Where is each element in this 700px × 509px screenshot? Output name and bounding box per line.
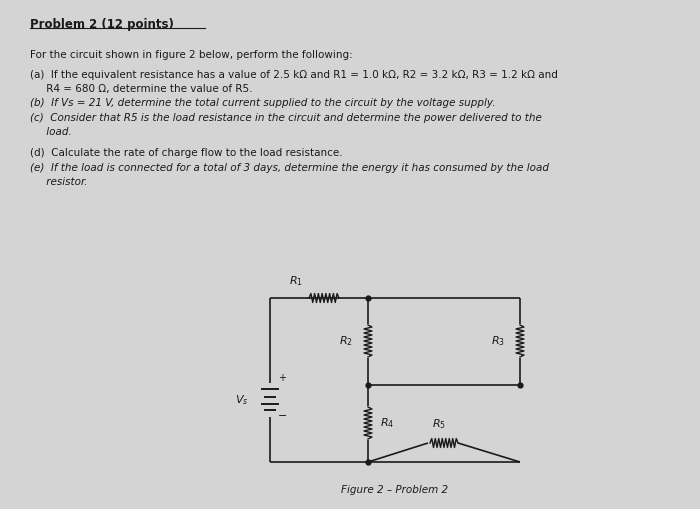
Text: +: + (278, 373, 286, 383)
Text: R$_3$: R$_3$ (491, 334, 505, 348)
Text: R4 = 680 Ω, determine the value of R5.: R4 = 680 Ω, determine the value of R5. (30, 84, 253, 94)
Text: Figure 2 – Problem 2: Figure 2 – Problem 2 (342, 485, 449, 495)
Text: Problem 2 (12 points): Problem 2 (12 points) (30, 18, 174, 31)
Text: For the circuit shown in figure 2 below, perform the following:: For the circuit shown in figure 2 below,… (30, 50, 353, 60)
Text: (c)  Consider that R5 is the load resistance in the circuit and determine the po: (c) Consider that R5 is the load resista… (30, 113, 542, 123)
Text: R$_1$: R$_1$ (289, 274, 303, 288)
Text: (d)  Calculate the rate of charge flow to the load resistance.: (d) Calculate the rate of charge flow to… (30, 148, 342, 158)
Text: resistor.: resistor. (30, 177, 88, 187)
Text: R$_4$: R$_4$ (380, 416, 394, 430)
Text: −: − (278, 411, 288, 421)
Text: R$_5$: R$_5$ (432, 417, 446, 431)
Text: V$_s$: V$_s$ (235, 393, 248, 407)
Text: load.: load. (30, 127, 71, 137)
Text: (b)  If Vs = 21 V, determine the total current supplied to the circuit by the vo: (b) If Vs = 21 V, determine the total cu… (30, 98, 496, 108)
Text: R$_2$: R$_2$ (339, 334, 353, 348)
Text: (e)  If the load is connected for a total of 3 days, determine the energy it has: (e) If the load is connected for a total… (30, 163, 549, 173)
Text: (a)  If the equivalent resistance has a value of 2.5 kΩ and R1 = 1.0 kΩ, R2 = 3.: (a) If the equivalent resistance has a v… (30, 70, 558, 80)
